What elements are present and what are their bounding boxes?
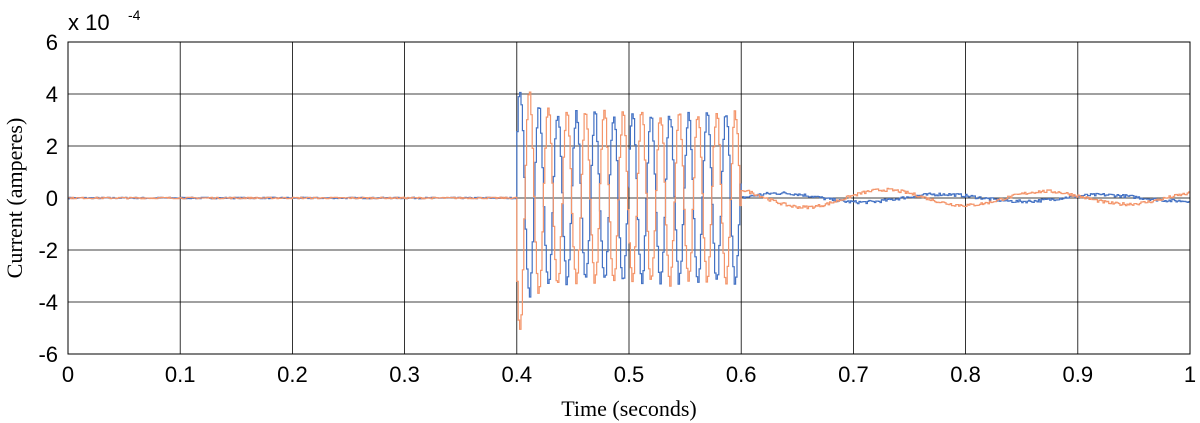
x-axis-title: Time (seconds) — [561, 396, 696, 421]
y-tick-label: 2 — [46, 134, 58, 159]
x-tick-label: 0.7 — [838, 362, 869, 387]
series-layer — [68, 91, 1190, 330]
x-tick-label: 0.6 — [726, 362, 757, 387]
y-multiplier-exponent: -4 — [128, 7, 141, 23]
y-axis-title: Current (amperes) — [2, 118, 27, 279]
series-line-2 — [68, 91, 1190, 330]
y-tick-label: -4 — [38, 290, 58, 315]
y-tick-label: 0 — [46, 186, 58, 211]
x-tick-label: 0.2 — [277, 362, 308, 387]
y-tick-label: 4 — [46, 82, 58, 107]
x-tick-label: 1 — [1184, 362, 1196, 387]
x-tick-labels: 0 0.1 0.2 0.3 0.4 0.5 0.6 0.7 0.8 0.9 1 — [62, 362, 1196, 387]
y-multiplier-base: x 10 — [68, 10, 110, 35]
y-tick-label: -2 — [38, 238, 58, 263]
x-tick-label: 0.4 — [502, 362, 533, 387]
y-tick-labels: 6 4 2 0 -2 -4 -6 — [38, 30, 58, 367]
x-tick-label: 0.5 — [614, 362, 645, 387]
x-tick-label: 0.8 — [950, 362, 981, 387]
x-tick-label: 0 — [62, 362, 74, 387]
x-tick-label: 0.9 — [1063, 362, 1094, 387]
x-tick-label: 0.1 — [165, 362, 196, 387]
x-tick-label: 0.3 — [389, 362, 420, 387]
y-tick-label: -6 — [38, 342, 58, 367]
plot-frame — [67, 41, 1191, 355]
y-tick-label: 6 — [46, 30, 58, 55]
